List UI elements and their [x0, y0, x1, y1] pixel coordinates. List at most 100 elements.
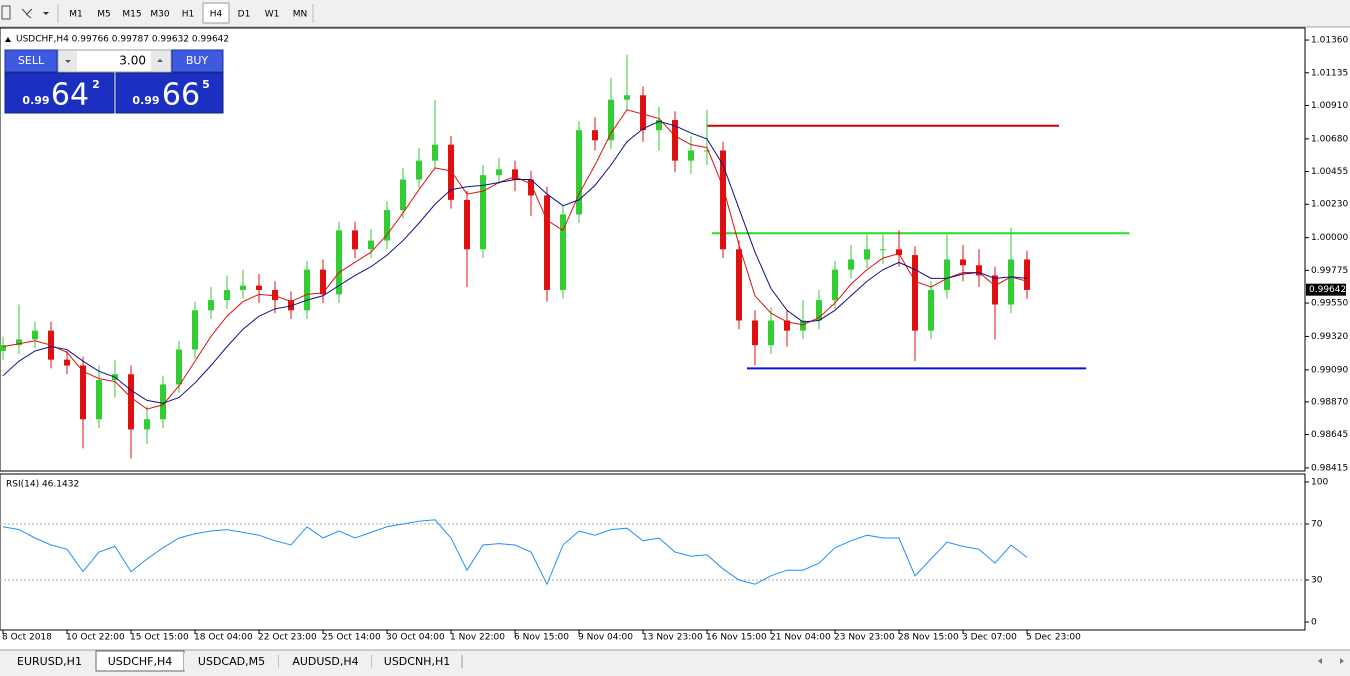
candle-body: [656, 119, 662, 131]
buy-label: BUY: [186, 54, 209, 67]
tab-label[interactable]: EURUSD,H1: [17, 655, 82, 668]
tab-label[interactable]: AUDUSD,H4: [292, 655, 358, 668]
candle-body: [864, 249, 870, 260]
candle-body: [560, 214, 566, 290]
timeframe-button[interactable]: M1: [69, 10, 83, 20]
candle-body: [80, 365, 86, 420]
candle-body: [0, 345, 6, 351]
y-tick-label: 100: [1311, 477, 1328, 487]
x-tick-label: 28 Nov 15:00: [898, 633, 959, 643]
candle-body: [208, 300, 214, 311]
x-tick-label: 15 Oct 15:00: [130, 633, 189, 643]
candle-body: [128, 374, 134, 430]
candle-body: [912, 255, 918, 331]
down-arrow: [65, 60, 71, 63]
y-tick-label: 0.98645: [1311, 430, 1348, 440]
candle-body: [144, 419, 150, 430]
candle-body: [464, 199, 470, 250]
y-tick-label: 0.98415: [1311, 463, 1348, 473]
candle-body: [768, 320, 774, 346]
lots-input[interactable]: [57, 49, 172, 73]
lots-value[interactable]: 3.00: [119, 54, 146, 68]
y-tick-label: 1.01135: [1311, 68, 1348, 78]
y-tick-label: 1.00680: [1311, 134, 1348, 144]
x-tick-label: 22 Oct 23:00: [258, 633, 317, 643]
tab-label[interactable]: USDCHF,H4: [108, 655, 173, 668]
tab[interactable]: [279, 653, 372, 670]
candle-body: [288, 300, 294, 311]
ask-main: 66: [162, 78, 200, 113]
candle-body: [784, 320, 790, 331]
candle-body: [880, 249, 886, 251]
candle-body: [480, 175, 486, 250]
y-tick-label: 70: [1311, 519, 1323, 529]
last-price-label: 0.99642: [1309, 285, 1346, 295]
timeframe-button[interactable]: M5: [97, 10, 111, 20]
tab[interactable]: [184, 653, 279, 670]
timeframe-button[interactable]: H1: [182, 10, 195, 20]
y-tick-label: 0: [1311, 618, 1317, 628]
candle-body: [160, 384, 166, 420]
sell-button[interactable]: [4, 49, 58, 73]
candle-body: [384, 210, 390, 241]
x-tick-label: 16 Nov 15:00: [706, 633, 767, 643]
timeframe-active[interactable]: [202, 2, 230, 24]
ask-box[interactable]: [115, 72, 224, 114]
timeframe-button[interactable]: M15: [122, 10, 141, 20]
candle-body: [720, 150, 726, 250]
candle-body: [928, 289, 934, 331]
timeframe-button[interactable]: M30: [150, 10, 169, 20]
buy-button[interactable]: [171, 49, 224, 73]
candle-body: [256, 285, 262, 290]
collapse-icon[interactable]: [5, 37, 11, 42]
candle-body: [64, 359, 70, 366]
trade-panel: SELL 3.00 BUY 0.99 64 2 0.99 66 5: [4, 49, 224, 114]
candle-body: [800, 320, 806, 331]
y-tick-label: 0.98870: [1311, 397, 1348, 407]
candle-body: [896, 249, 902, 256]
bid-pip: 2: [92, 78, 100, 91]
x-tick-label: 9 Nov 04:00: [578, 633, 633, 643]
toolbar-icon[interactable]: [21, 8, 33, 19]
moving-average: [2, 120, 1028, 404]
x-tick-label: 21 Nov 04:00: [770, 633, 831, 643]
timeframe-button[interactable]: W1: [265, 10, 280, 20]
timeframe-button[interactable]: H4: [210, 10, 223, 20]
tab[interactable]: [3, 653, 96, 670]
candle-body: [960, 259, 966, 266]
y-tick-label: 0.99775: [1311, 266, 1348, 276]
rsi-title: RSI(14) 46.1432: [6, 480, 79, 490]
candle-body: [400, 179, 406, 211]
toolbar-icon[interactable]: [1, 5, 11, 20]
y-tick-label: 1.01360: [1311, 36, 1348, 46]
tab-label[interactable]: USDCAD,M5: [198, 655, 265, 668]
ask-pip: 5: [202, 78, 210, 91]
candle-body: [320, 269, 326, 295]
candle-body: [992, 275, 998, 305]
candle-body: [336, 230, 342, 295]
candle-body: [592, 130, 598, 141]
candle-body: [352, 230, 358, 250]
y-tick-label: 0.99090: [1311, 365, 1348, 375]
candle-body: [240, 285, 246, 290]
tab[interactable]: [372, 653, 462, 670]
candle-body: [496, 169, 502, 176]
timeframe-button[interactable]: D1: [238, 10, 251, 20]
candle-body: [16, 339, 22, 346]
y-tick-label: 0.99320: [1311, 332, 1348, 342]
candle-body: [96, 380, 102, 420]
bid-box[interactable]: [4, 72, 115, 114]
candle-body: [640, 95, 646, 131]
candle-body: [224, 289, 230, 301]
candle-body: [368, 240, 374, 250]
timeframe-button[interactable]: MN: [293, 10, 308, 20]
up-arrow: [157, 59, 163, 62]
dropdown-arrow[interactable]: [43, 12, 49, 15]
tab-label[interactable]: USDCNH,H1: [384, 655, 450, 668]
candle-body: [32, 330, 38, 340]
x-tick-label: 5 Dec 23:00: [1026, 633, 1081, 643]
candle-body: [192, 310, 198, 350]
x-tick-label: 10 Oct 22:00: [66, 633, 125, 643]
